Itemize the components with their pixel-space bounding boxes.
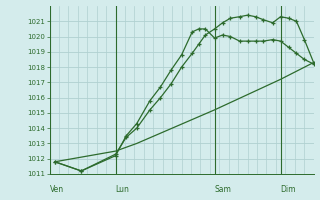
Text: Lun: Lun [116, 185, 130, 194]
Text: Dim: Dim [281, 185, 296, 194]
Text: Ven: Ven [50, 185, 64, 194]
Text: Sam: Sam [215, 185, 231, 194]
